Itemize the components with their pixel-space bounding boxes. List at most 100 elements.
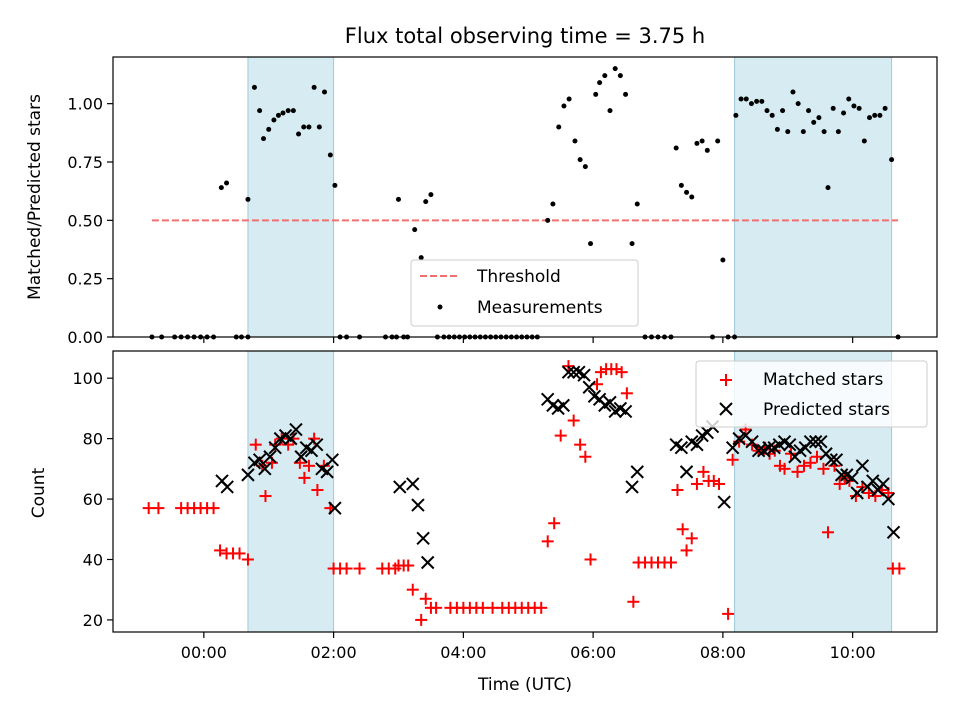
measurement-point <box>612 66 618 72</box>
bottom-axes-frame <box>112 350 938 633</box>
matched-star-point <box>302 459 315 472</box>
matched-star-point <box>778 462 791 475</box>
predicted-star-point <box>320 465 334 479</box>
measurement-point <box>577 157 583 163</box>
matched-star-point <box>233 547 246 560</box>
matched-star-point <box>620 387 633 400</box>
predicted-star-point <box>411 498 425 512</box>
measurement-point <box>748 101 754 107</box>
predicted-star-point <box>876 477 890 491</box>
measurement-point <box>311 84 317 90</box>
matched-star-point <box>340 562 353 575</box>
measurement-point <box>271 117 277 123</box>
predicted-star-point <box>220 480 234 494</box>
y-tick-label: 60 <box>83 490 103 509</box>
top-legend-frame <box>410 259 639 327</box>
matched-star-point <box>671 483 684 496</box>
measurement-point <box>867 115 873 121</box>
measurement-point <box>877 112 883 118</box>
top-x-ticks <box>203 337 854 343</box>
predicted-star-point <box>325 453 340 467</box>
measurement-point <box>720 257 726 263</box>
measurement-point <box>545 217 551 223</box>
measurement-point <box>634 201 640 207</box>
matched-star-point <box>804 456 817 469</box>
bottom-legend-frame <box>695 360 928 428</box>
measurement-point <box>418 255 424 261</box>
top-y-axis-label: Matched/Predicted stars <box>25 94 45 300</box>
matched-star-point <box>535 601 548 614</box>
x-tick-label: 04:00 <box>440 643 486 662</box>
legend-matched-label: Matched stars <box>763 370 883 390</box>
bottom-legend: Matched stars Predicted stars <box>695 360 928 428</box>
y-tick-label: 20 <box>83 611 103 630</box>
predicted-star-point <box>241 468 255 482</box>
measurement-point <box>861 138 867 144</box>
chart-title: Flux total observing time = 3.75 h <box>345 24 705 48</box>
bottom-star-counts <box>142 360 906 626</box>
matched-star-point <box>821 526 834 539</box>
top-axes-frame <box>112 56 938 338</box>
predicted-star-point <box>674 440 689 455</box>
measurement-point <box>841 110 847 116</box>
y-tick-label: 0.75 <box>67 153 103 172</box>
predicted-star-point <box>603 395 617 410</box>
measurement-point <box>821 129 827 135</box>
matched-star-point <box>584 553 597 566</box>
predicted-star-point <box>284 431 298 446</box>
matched-star-point <box>406 583 419 596</box>
measurement-point <box>257 108 263 114</box>
measurement-point <box>266 126 272 132</box>
matched-star-point <box>430 601 443 614</box>
measurement-point <box>428 192 434 198</box>
predicted-star-point <box>783 437 797 452</box>
measurement-point <box>704 147 710 153</box>
measurement-point <box>306 124 312 130</box>
measurement-point <box>759 98 765 104</box>
predicted-star-point <box>328 501 342 515</box>
legend-measurements-label: Measurements <box>477 298 603 318</box>
measurement-point <box>597 80 603 86</box>
matched-star-point <box>415 613 428 626</box>
predicted-star-point <box>850 486 864 500</box>
bottom-y-ticks: 20 40 60 80 100 <box>72 369 113 630</box>
measurement-point <box>889 157 895 163</box>
predicted-star-point <box>263 450 277 464</box>
matched-star-point <box>664 556 677 569</box>
measurement-point <box>245 196 251 202</box>
predicted-star-point <box>252 453 267 467</box>
measurement-point <box>764 108 770 114</box>
predicted-star-point <box>717 495 731 509</box>
measurement-point <box>423 199 429 205</box>
measurement-point <box>743 96 749 102</box>
y-tick-label: 0.25 <box>67 270 103 289</box>
predicted-star-point <box>310 437 324 452</box>
matched-star-point <box>241 553 254 566</box>
matched-star-point <box>627 595 640 608</box>
measurement-point <box>261 136 267 142</box>
predicted-star-point <box>556 398 570 413</box>
matched-star-point <box>554 429 567 442</box>
measurement-point <box>715 138 721 144</box>
measurement-point <box>774 126 780 132</box>
predicted-star-point <box>886 525 901 539</box>
matched-star-point <box>214 544 227 557</box>
observing-region-1 <box>247 56 335 338</box>
measurement-point <box>561 103 567 109</box>
predicted-star-point <box>630 465 644 479</box>
predicted-star-point <box>258 462 272 476</box>
top-legend: Threshold Measurements <box>410 259 639 327</box>
predicted-star-point <box>268 440 282 455</box>
measurement-point <box>322 89 328 95</box>
observing-region-2 <box>734 56 893 338</box>
predicted-star-point <box>393 480 407 494</box>
predicted-star-point <box>416 531 430 546</box>
predicted-star-point <box>745 434 759 449</box>
measurement-point <box>290 108 296 114</box>
observing-region-1 <box>247 350 335 633</box>
measurement-point <box>316 124 322 130</box>
matched-star-point <box>259 490 272 503</box>
measurement-point <box>550 201 556 207</box>
measurement-point <box>607 108 613 114</box>
